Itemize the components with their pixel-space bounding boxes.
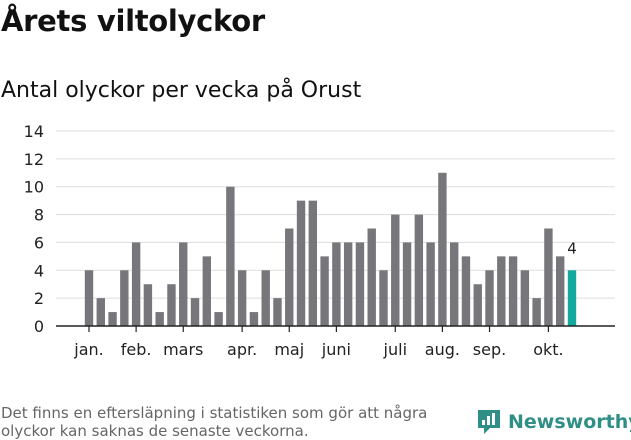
x-tick-label: feb.: [121, 340, 152, 359]
x-tick-label: aug.: [425, 340, 460, 359]
bar-week-21: [320, 256, 329, 326]
bar-week-27: [391, 214, 400, 326]
chart-title: Årets viltolyckor: [1, 4, 265, 38]
bar-week-38: [520, 270, 530, 326]
bar-week-39: [532, 298, 541, 326]
chart-subtitle: Antal olyckor per vecka på Orust: [1, 78, 362, 103]
bar-week-36: [497, 256, 506, 326]
bar-week-41: [556, 256, 565, 326]
brand-name: Newsworthy: [508, 411, 631, 433]
bar-week-4: [120, 270, 129, 326]
bar-week-11: [202, 256, 211, 326]
bar-week-29: [414, 214, 424, 326]
bar-week-40: [544, 228, 553, 326]
bar-week-12: [214, 312, 223, 326]
y-tick-label: 4: [34, 261, 44, 280]
bar-week-7: [155, 312, 164, 326]
bar-week-5: [131, 242, 141, 326]
x-tick-label: maj: [274, 340, 304, 359]
bar-week-15: [249, 312, 259, 326]
y-axis: 0 2 4 6 8 10 12 14: [24, 122, 44, 336]
bar-week-17: [273, 298, 282, 326]
x-tick-label: juli: [383, 340, 407, 359]
data-labels: 4: [567, 239, 577, 257]
last-value-label: 4: [567, 239, 577, 257]
y-tick-label: 0: [34, 317, 44, 336]
footnote: Det finns en eftersläpning i statistiken…: [1, 404, 428, 440]
y-tick-label: 6: [34, 233, 44, 252]
x-tick-label: mars: [163, 340, 203, 359]
newsworthy-logo-icon: [478, 410, 500, 434]
bar-week-22: [332, 242, 341, 326]
y-tick-label: 12: [24, 150, 44, 169]
bar-week-33: [461, 256, 471, 326]
bar-week-34: [473, 284, 482, 326]
x-tick-label: jan.: [73, 340, 103, 359]
bar-week-32: [449, 242, 459, 326]
bar-week-30: [426, 242, 435, 326]
bar-week-14: [237, 270, 247, 326]
bar-week-9: [179, 242, 188, 326]
bar-week-10: [190, 298, 200, 326]
y-tick-label: 10: [24, 178, 44, 197]
brand-logo[interactable]: Newsworthy: [476, 408, 631, 436]
bar-week-23: [343, 242, 353, 326]
bar-week-1: [84, 270, 94, 326]
bar-week-18: [285, 228, 294, 326]
bar-week-26: [379, 270, 388, 326]
bar-week-20: [308, 200, 318, 326]
bar-week-37: [508, 256, 518, 326]
bars: [84, 172, 577, 326]
bar-week-2: [96, 298, 105, 326]
bar-chart: 0 2 4 6 8 10 12 14 jan. feb. mars apr. maj juni juli a…: [24, 122, 615, 359]
x-tick-label: okt.: [533, 340, 563, 359]
bar-week-31: [438, 172, 447, 326]
bar-week-3: [108, 312, 117, 326]
bar-week-16: [261, 270, 270, 326]
x-tick-label: juni: [321, 340, 351, 359]
bar-week-24: [355, 242, 365, 326]
bar-week-8: [167, 284, 176, 326]
y-tick-label: 8: [34, 206, 44, 225]
bar-week-19: [296, 200, 306, 326]
bar-week-35: [485, 270, 494, 326]
x-tick-label: sep.: [473, 340, 506, 359]
bar-week-25: [367, 228, 376, 326]
x-tick-label: apr.: [227, 340, 257, 359]
bar-current-week: [567, 270, 577, 326]
y-tick-label: 14: [24, 122, 44, 141]
bar-week-6: [143, 284, 153, 326]
y-tick-label: 2: [34, 289, 44, 308]
bar-week-13: [226, 186, 235, 326]
x-axis: jan. feb. mars apr. maj juni juli aug. sep. okt.: [56, 325, 615, 359]
bar-week-28: [402, 242, 412, 326]
